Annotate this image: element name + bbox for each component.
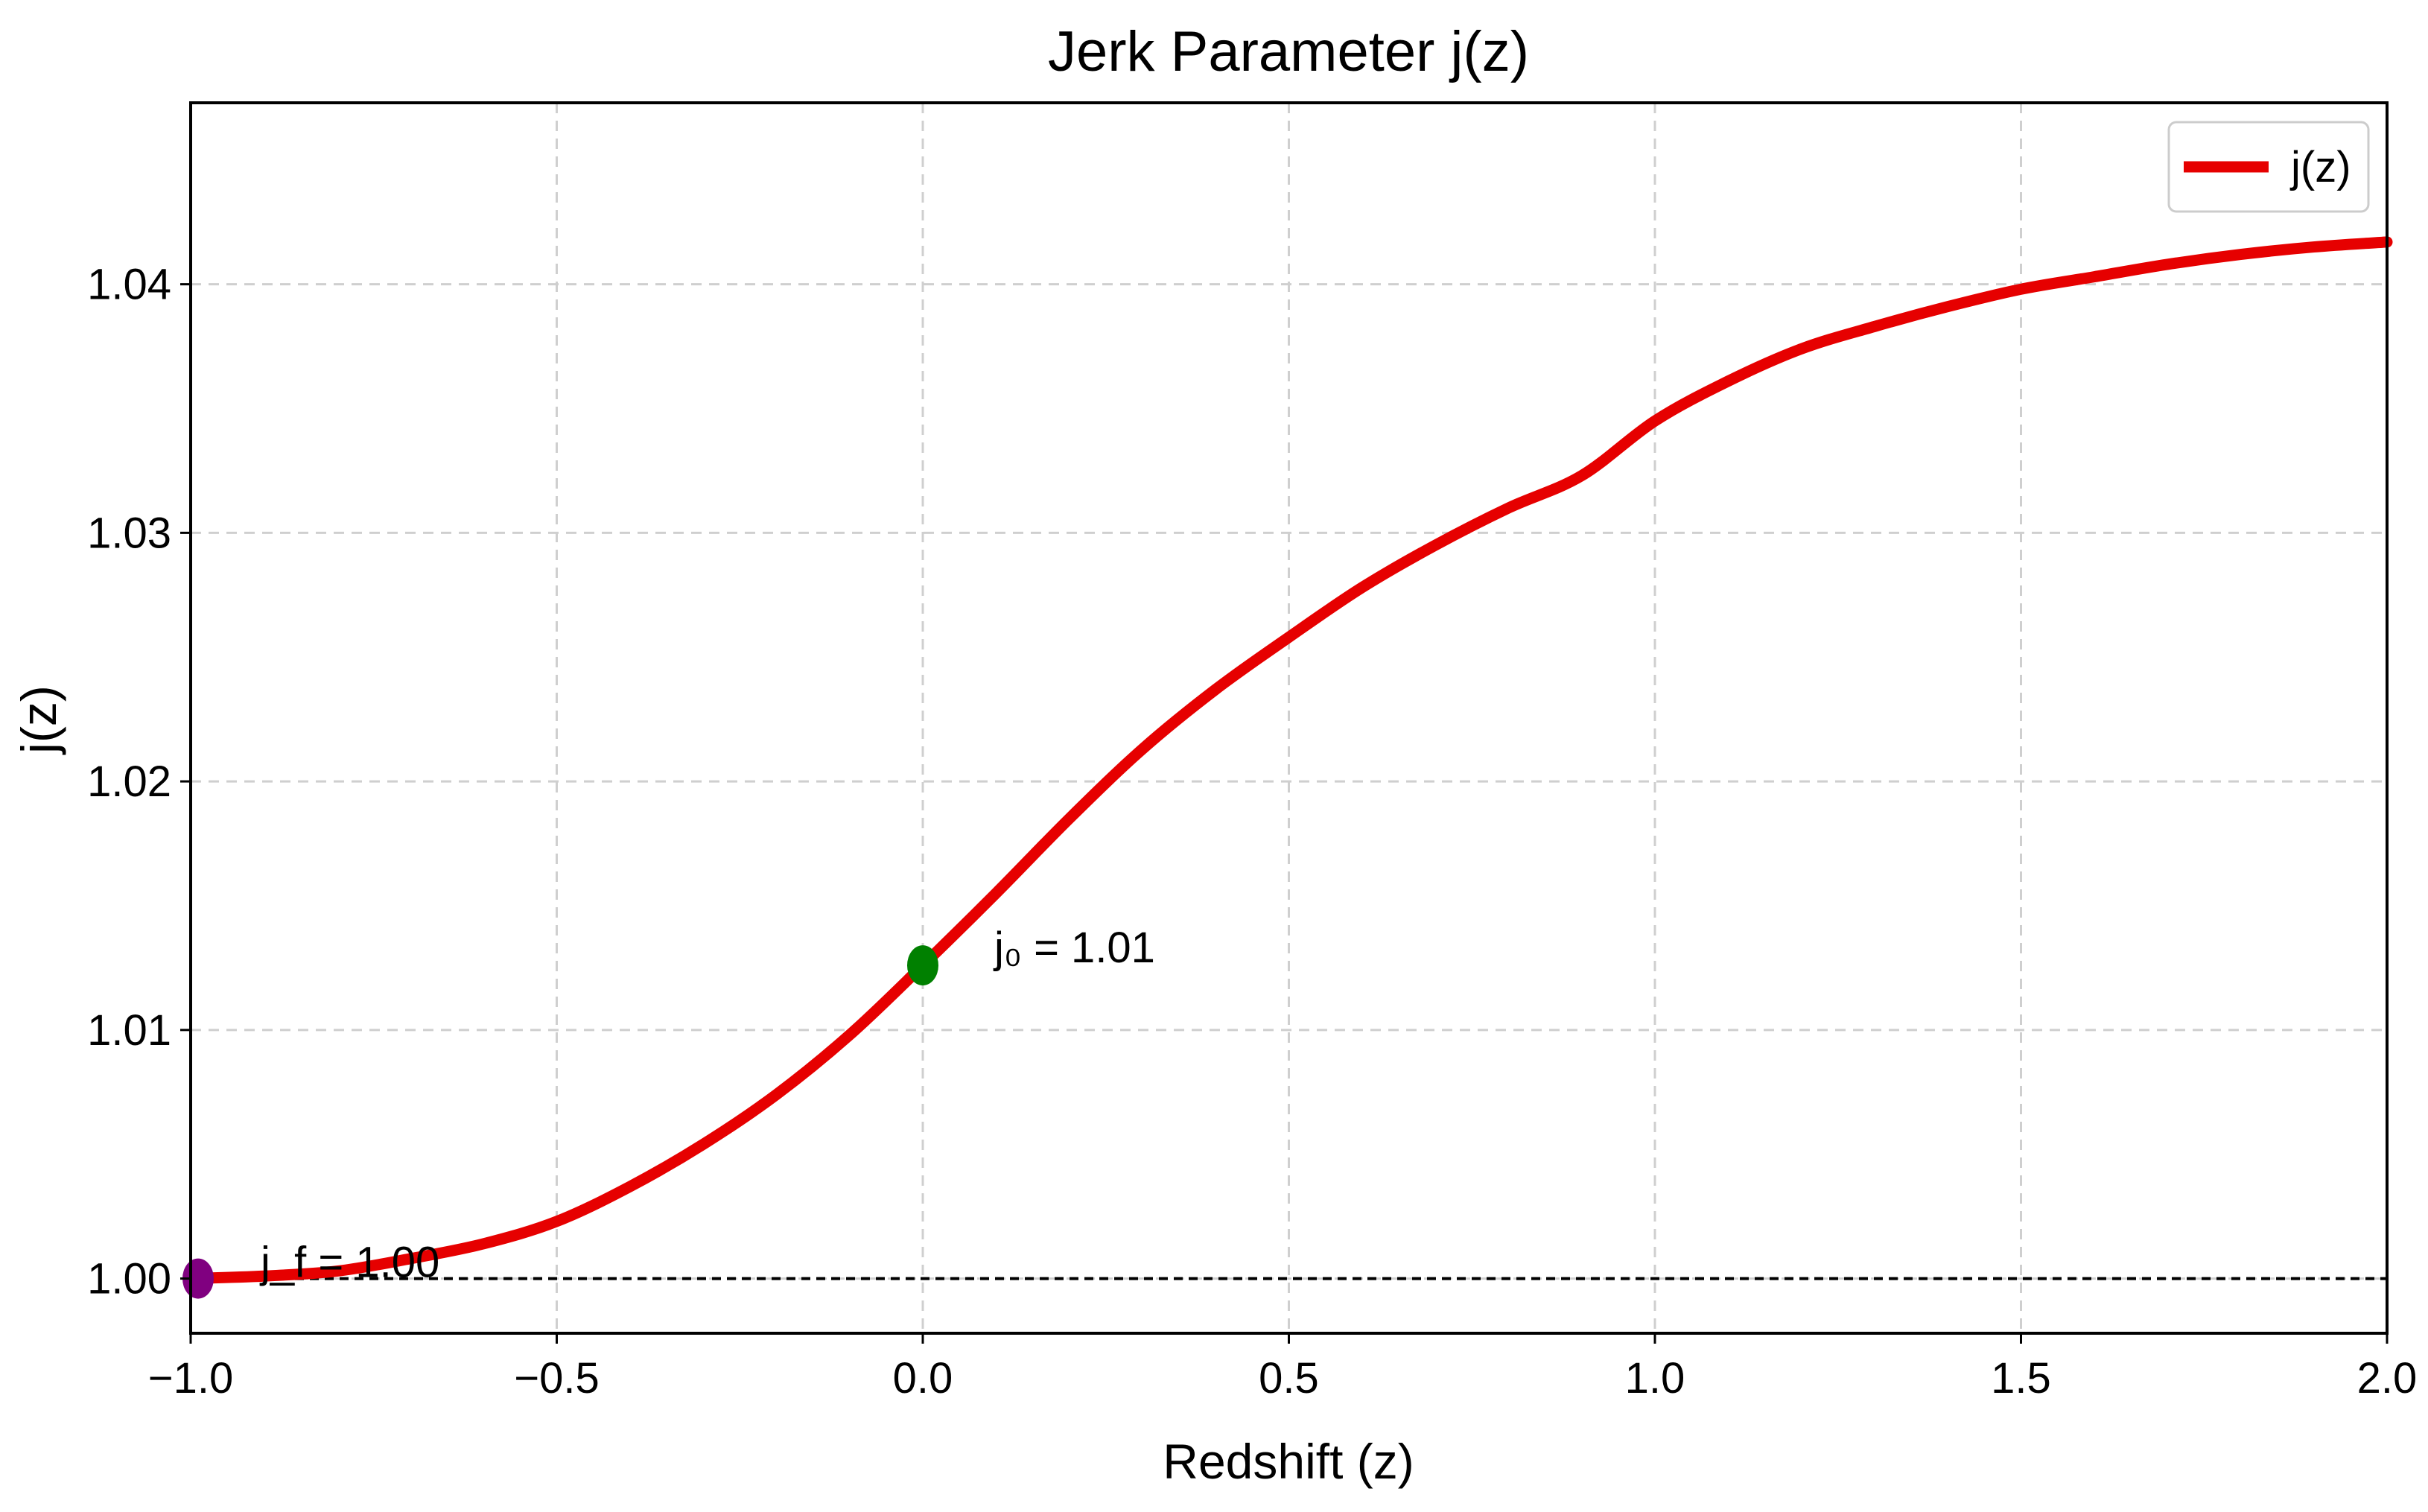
x-tick-label: −0.5	[514, 1354, 600, 1403]
y-tick-label: 1.03	[87, 509, 171, 557]
series-group	[185, 236, 2393, 1285]
markers-group: j₀ = 1.01 j_f = 1.00	[182, 924, 1155, 1299]
y-tick-label: 1.04	[87, 261, 171, 309]
x-tick-label: 2.0	[2357, 1354, 2418, 1403]
y-axis-label: j(z)	[11, 685, 66, 755]
y-tick-label: 1.02	[87, 757, 171, 806]
x-tick-label: 0.0	[893, 1354, 953, 1403]
x-tick-label: 1.5	[1991, 1354, 2051, 1403]
x-axis-ticks: −1.0 −0.5 0.0 0.5 1.0 1.5 2.0	[148, 1333, 2418, 1403]
legend-label: j(z)	[2289, 143, 2351, 191]
legend: j(z)	[2167, 121, 2370, 213]
y-axis-ticks: 1.00 1.01 1.02 1.03 1.04	[87, 261, 191, 1303]
x-tick-label: 0.5	[1259, 1354, 1319, 1403]
x-tick-label: −1.0	[148, 1354, 234, 1403]
y-tick-label: 1.01	[87, 1006, 171, 1055]
chart-title: Jerk Parameter j(z)	[1048, 20, 1529, 83]
annotation-j0: j₀ = 1.01	[993, 924, 1155, 972]
marker-j0	[907, 945, 938, 986]
annotation-jf: j_f = 1.00	[259, 1239, 439, 1287]
x-axis-label: Redshift (z)	[1163, 1434, 1414, 1489]
x-tick-label: 1.0	[1625, 1354, 1685, 1403]
y-tick-label: 1.00	[87, 1255, 171, 1303]
series-line	[185, 236, 2393, 1285]
